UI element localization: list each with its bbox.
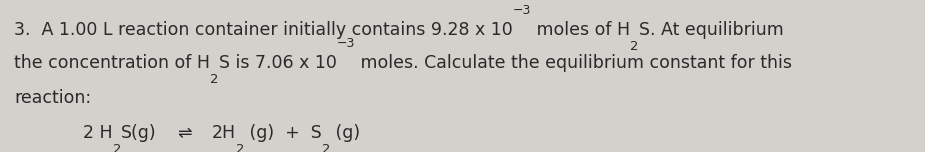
Text: reaction:: reaction: (14, 89, 92, 107)
Text: −3: −3 (512, 4, 531, 17)
Text: S. At equilibrium: S. At equilibrium (639, 21, 783, 39)
Text: S(g): S(g) (121, 124, 157, 142)
Text: moles of H: moles of H (531, 21, 630, 39)
Text: 2 H: 2 H (83, 124, 113, 142)
Text: 2: 2 (236, 143, 244, 152)
Text: −3: −3 (337, 37, 355, 50)
Text: (g): (g) (330, 124, 361, 142)
Text: ⇌: ⇌ (177, 124, 191, 142)
Text: 2: 2 (322, 143, 330, 152)
Text: moles. Calculate the equilibrium constant for this: moles. Calculate the equilibrium constan… (355, 54, 792, 72)
Text: 2H: 2H (212, 124, 236, 142)
Text: the concentration of H: the concentration of H (14, 54, 210, 72)
Text: (g)  +  S: (g) + S (244, 124, 322, 142)
Text: S is 7.06 x 10: S is 7.06 x 10 (218, 54, 337, 72)
Text: 3.  A 1.00 L reaction container initially contains 9.28 x 10: 3. A 1.00 L reaction container initially… (14, 21, 512, 39)
Text: 2: 2 (210, 73, 218, 86)
Text: 2: 2 (630, 40, 639, 53)
Text: 2: 2 (113, 143, 121, 152)
